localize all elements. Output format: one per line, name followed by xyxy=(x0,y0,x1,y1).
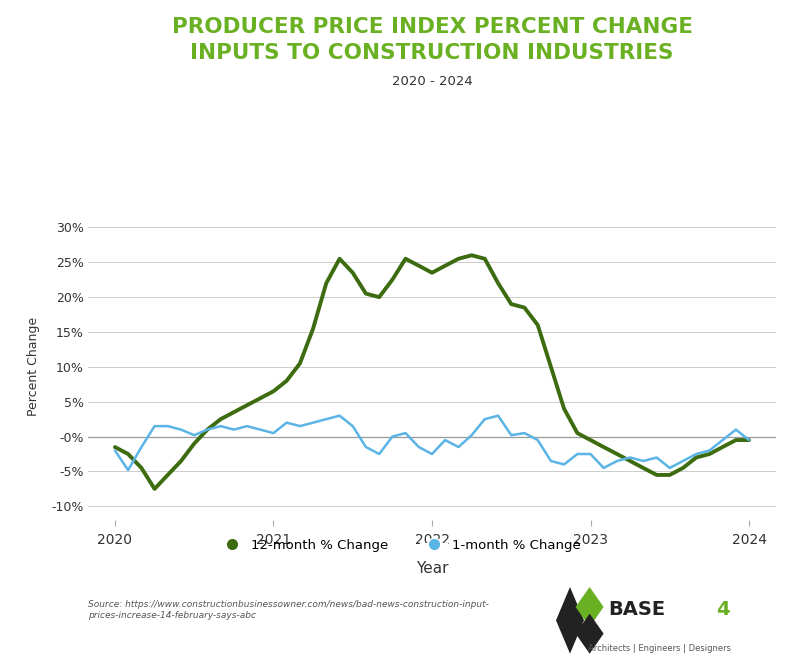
Y-axis label: Percent Change: Percent Change xyxy=(27,317,40,416)
Text: 4: 4 xyxy=(716,600,730,619)
Text: 2020 - 2024: 2020 - 2024 xyxy=(392,75,472,87)
Text: BASE: BASE xyxy=(608,600,665,619)
Text: Source: https://www.constructionbusinessowner.com/news/bad-news-construction-inp: Source: https://www.constructionbusiness… xyxy=(88,600,489,620)
Text: Architects | Engineers | Designers: Architects | Engineers | Designers xyxy=(588,644,731,652)
Legend: 12-month % Change, 1-month % Change: 12-month % Change, 1-month % Change xyxy=(214,534,586,557)
Text: PRODUCER PRICE INDEX PERCENT CHANGE: PRODUCER PRICE INDEX PERCENT CHANGE xyxy=(171,17,693,37)
Text: INPUTS TO CONSTRUCTION INDUSTRIES: INPUTS TO CONSTRUCTION INDUSTRIES xyxy=(190,43,674,63)
X-axis label: Year: Year xyxy=(416,561,448,576)
Polygon shape xyxy=(575,587,603,627)
Polygon shape xyxy=(575,614,603,654)
Polygon shape xyxy=(556,587,584,654)
